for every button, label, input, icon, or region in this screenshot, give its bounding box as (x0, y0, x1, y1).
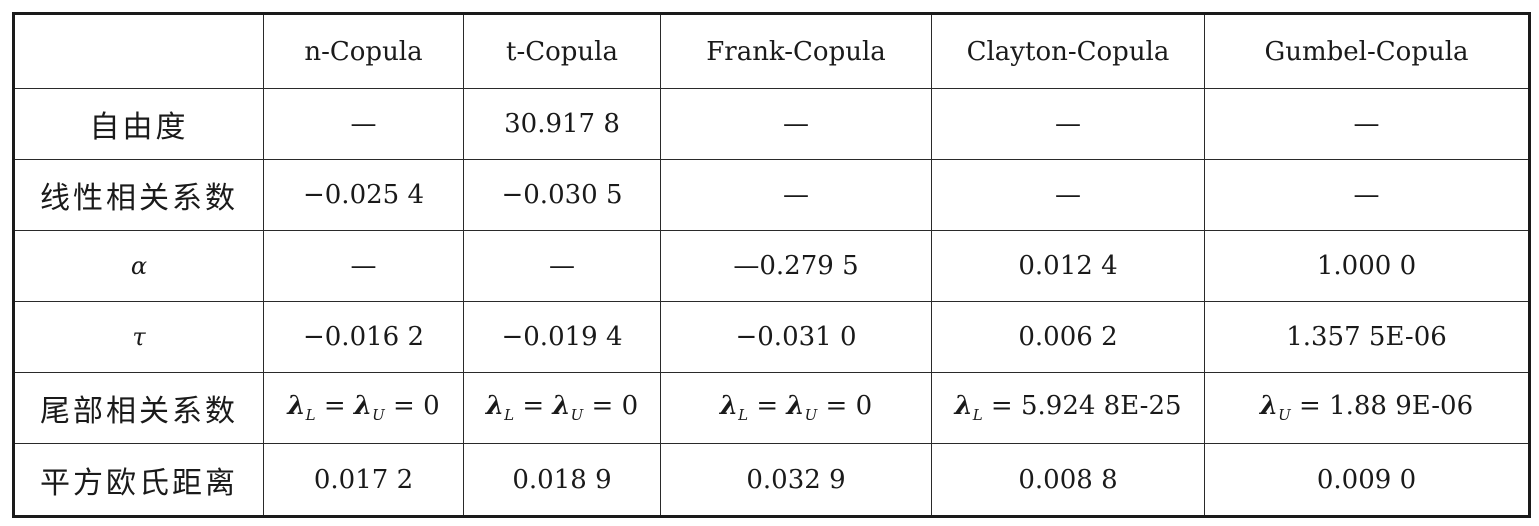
table-cell: 1.000 0 (1204, 230, 1530, 302)
lambda-symbol: λL (719, 391, 749, 425)
table-cell: −0.016 2 (263, 301, 464, 373)
table-cell: — (931, 159, 1205, 231)
header-cell-n-copula: n-Copula (263, 13, 464, 89)
table-cell: 0.018 9 (463, 443, 661, 517)
table-row-degrees-of-freedom: 自由度 — 30.917 8 — — — (13, 88, 1530, 160)
table-cell: — (931, 88, 1205, 160)
table-cell-formula: = λU = 0 (748, 391, 873, 425)
equals-sign: = (748, 391, 787, 422)
table-cell: λL = λU = 0 (463, 372, 661, 444)
table-cell: λL = λU = 0 (660, 372, 932, 444)
formula-value: = 0 (583, 391, 639, 422)
table-cell: — (463, 230, 661, 302)
copula-results-table: n-Copula t-Copula Frank-Copula Clayton-C… (12, 12, 1531, 518)
table-cell: 0.009 0 (1204, 443, 1530, 517)
table-cell: 30.917 8 (463, 88, 661, 160)
table-row-tau: τ −0.016 2 −0.019 4 −0.031 0 0.006 2 1.3… (13, 301, 1530, 373)
row-label: 尾部相关系数 (13, 372, 264, 444)
row-label: 自由度 (13, 88, 264, 160)
table-row-squared-euclidean-distance: 平方欧氏距离 0.017 2 0.018 9 0.032 9 0.008 8 0… (13, 443, 1530, 517)
table-cell: 0.012 4 (931, 230, 1205, 302)
lambda-symbol: λU (552, 391, 584, 425)
equals-sign: = (514, 391, 553, 422)
row-label: 线性相关系数 (13, 159, 264, 231)
table-cell: 0.008 8 (931, 443, 1205, 517)
equals-sign: = (315, 391, 354, 422)
table-cell: — (1204, 159, 1530, 231)
row-label: τ (13, 301, 264, 373)
table-cell: 0.006 2 (931, 301, 1205, 373)
table-cell: −0.025 4 (263, 159, 464, 231)
table-cell: λL = λU = 0 (263, 372, 464, 444)
table-cell: −0.031 0 (660, 301, 932, 373)
table-cell: 1.357 5E-06 (1204, 301, 1530, 373)
lambda-symbol: λU (786, 391, 818, 425)
table-cell: — (263, 230, 464, 302)
header-cell-t-copula: t-Copula (463, 13, 661, 89)
table-cell: λL = 5.924 8E-25 (931, 372, 1205, 444)
table-cell: — (660, 88, 932, 160)
table-cell-formula: = λU = 0 (315, 391, 440, 425)
results-table-container: n-Copula t-Copula Frank-Copula Clayton-C… (12, 12, 1531, 518)
row-label: α (13, 230, 264, 302)
header-row: n-Copula t-Copula Frank-Copula Clayton-C… (13, 13, 1530, 89)
table-cell: −0.019 4 (463, 301, 661, 373)
header-cell-gumbel-copula: Gumbel-Copula (1204, 13, 1530, 89)
formula-value: = 0 (817, 391, 873, 422)
table-cell: 0.032 9 (660, 443, 932, 517)
header-cell-frank-copula: Frank-Copula (660, 13, 932, 89)
header-cell-corner (13, 13, 264, 89)
lambda-symbol: λL (485, 391, 515, 425)
lambda-symbol: λU (353, 391, 385, 425)
lambda-symbol: λL (954, 391, 983, 425)
table-cell: — (1204, 88, 1530, 160)
table-cell: 0.017 2 (263, 443, 464, 517)
lambda-symbol: λU (1259, 391, 1291, 425)
table-cell: —0.279 5 (660, 230, 932, 302)
table-row-alpha: α — — —0.279 5 0.012 4 1.000 0 (13, 230, 1530, 302)
row-label: 平方欧氏距离 (13, 443, 264, 517)
table-cell: — (660, 159, 932, 231)
header-cell-clayton-copula: Clayton-Copula (931, 13, 1205, 89)
table-cell-formula: = λU = 0 (514, 391, 639, 425)
table-cell: — (263, 88, 464, 160)
table-row-linear-correlation: 线性相关系数 −0.025 4 −0.030 5 — — — (13, 159, 1530, 231)
table-cell: −0.030 5 (463, 159, 661, 231)
table-cell-formula: = 5.924 8E-25 (982, 391, 1182, 422)
lambda-symbol: λL (287, 391, 316, 425)
table-cell: λU = 1.88 9E-06 (1204, 372, 1530, 444)
formula-value: = 0 (384, 391, 440, 422)
table-row-tail-dependence: 尾部相关系数 λL = λU = 0 λL = λU = 0 λL = λU =… (13, 372, 1530, 444)
table-cell-formula: = 1.88 9E-06 (1290, 391, 1474, 422)
